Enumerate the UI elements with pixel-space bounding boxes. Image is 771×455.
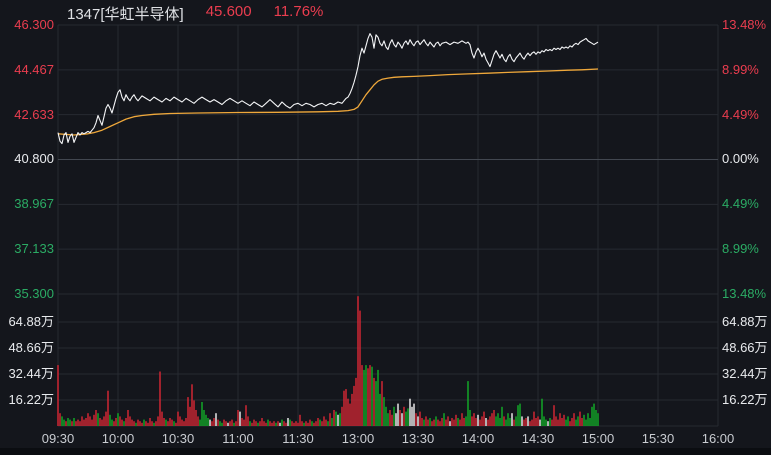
time-axis-label: 14:00	[461, 431, 495, 446]
volume-axis-label: 48.66万	[722, 340, 768, 355]
volume-axis-label: 64.88万	[722, 314, 768, 329]
time-axis-label: 10:00	[101, 431, 135, 446]
pct-axis-label: 0.00%	[722, 151, 759, 166]
time-axis-label: 11:00	[222, 431, 254, 446]
volume-axis-label: 16.22万	[8, 392, 54, 407]
volume-axis-label: 64.88万	[8, 314, 54, 329]
time-axis-label: 15:30	[641, 431, 675, 446]
time-axis-label: 13:00	[341, 431, 375, 446]
change-percent: 11.76%	[273, 3, 324, 20]
price-axis-label: 42.633	[14, 107, 54, 122]
volume-axis-label: 48.66万	[8, 340, 54, 355]
last-price: 45.600	[205, 3, 252, 20]
pct-axis-label: 13.48%	[722, 17, 767, 32]
bottom-strip	[0, 448, 771, 455]
stock-code-name: 1347[华虹半导体]	[67, 6, 184, 23]
pct-axis-label: 4.49%	[722, 196, 759, 211]
time-axis-label: 11:30	[282, 431, 314, 446]
price-axis-label: 46.300	[14, 17, 54, 32]
volume-axis-label: 16.22万	[722, 392, 768, 407]
price-axis-label: 37.133	[14, 241, 54, 256]
pct-axis-label: 13.48%	[722, 286, 767, 301]
volume-axis-label: 32.44万	[722, 366, 768, 381]
time-axis-label: 16:00	[701, 431, 735, 446]
time-axis-label: 15:00	[581, 431, 615, 446]
price-axis-label: 44.467	[14, 62, 54, 77]
price-axis-label: 38.967	[14, 196, 54, 211]
header: 1347[华虹半导体] 45.600 11.76%	[67, 3, 323, 24]
time-axis-label: 10:30	[161, 431, 195, 446]
pct-axis-label: 8.99%	[722, 241, 759, 256]
price-axis-label: 35.300	[14, 286, 54, 301]
price-axis-label: 40.800	[14, 151, 54, 166]
time-axis-label: 09:30	[41, 431, 75, 446]
time-axis-label: 13:30	[401, 431, 435, 446]
time-axis-label: 14:30	[521, 431, 555, 446]
pct-axis-label: 4.49%	[722, 107, 759, 122]
volume-axis-label: 32.44万	[8, 366, 54, 381]
pct-axis-label: 8.99%	[722, 62, 759, 77]
